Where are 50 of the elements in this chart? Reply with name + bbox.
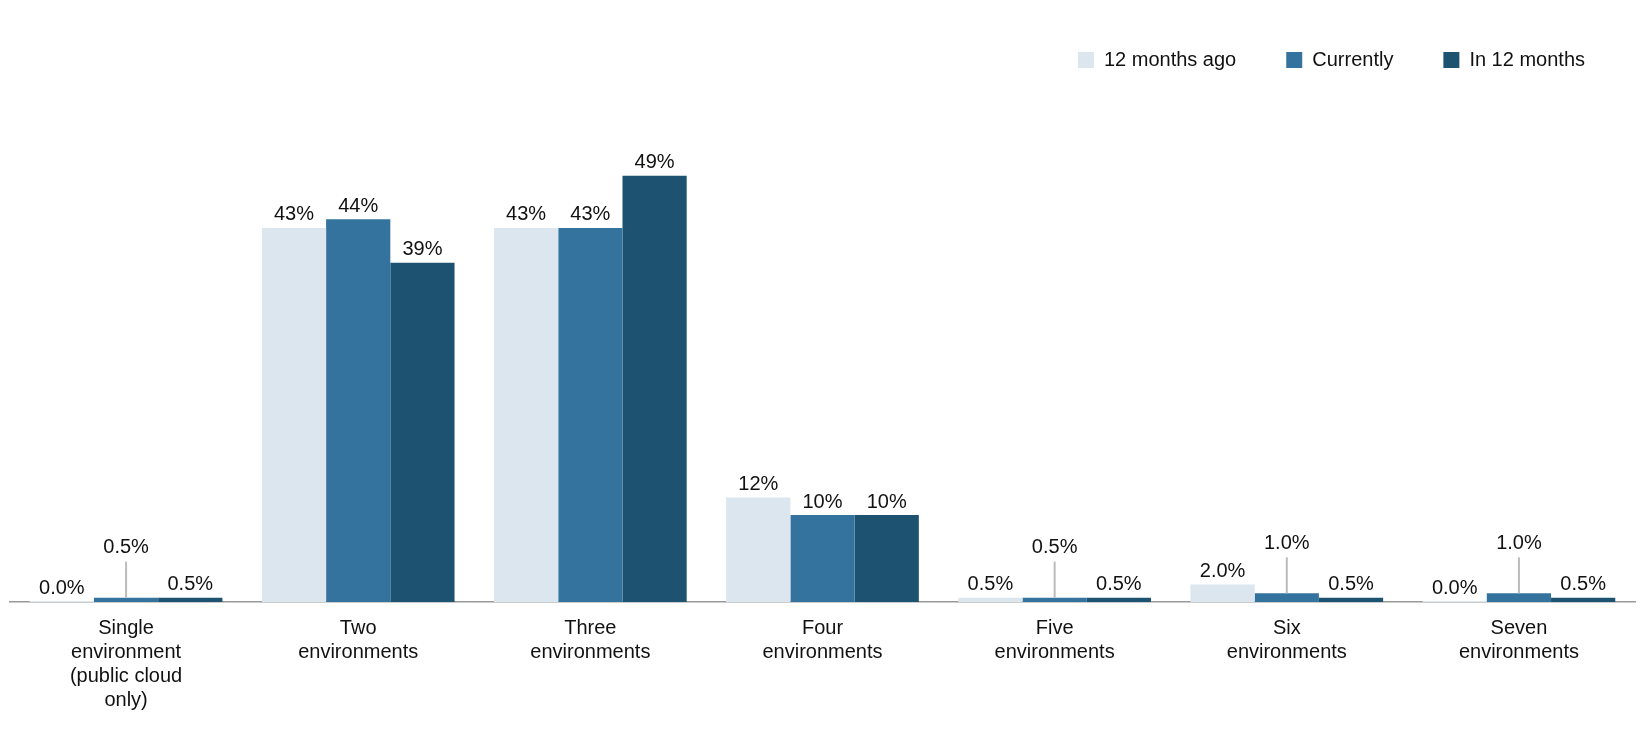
bar — [1551, 597, 1616, 602]
bar — [1190, 584, 1255, 602]
data-label: 43% — [273, 202, 315, 225]
bar — [1318, 597, 1384, 602]
data-label: 43% — [570, 202, 611, 225]
data-label: 0.5% — [967, 572, 1014, 595]
data-label: 43% — [506, 202, 547, 225]
x-tick-label: Six environments — [1226, 615, 1347, 662]
bar — [1086, 597, 1151, 602]
x-tick-label: Seven environments — [1458, 615, 1579, 662]
legend-label: 12 months ago — [1103, 47, 1237, 70]
bar — [726, 497, 791, 602]
bar — [558, 227, 623, 602]
data-label: 1.0% — [1263, 530, 1310, 553]
legend-label: Currently — [1312, 47, 1394, 70]
bar — [261, 227, 327, 602]
data-label: 0.5% — [1560, 572, 1607, 595]
data-label: 0.5% — [103, 535, 150, 558]
bar — [494, 227, 559, 602]
bar — [1022, 597, 1087, 602]
data-label: 0.5% — [167, 572, 214, 595]
bar — [854, 515, 919, 602]
x-tick-label: Five environments — [994, 615, 1115, 662]
bar — [1254, 593, 1319, 602]
bar — [390, 262, 455, 602]
data-label: 0.5% — [1031, 535, 1078, 558]
bar — [326, 219, 391, 602]
data-label: 49% — [634, 150, 675, 173]
bar — [1486, 593, 1552, 602]
data-label: 0.5% — [1328, 572, 1375, 595]
bar — [790, 515, 855, 602]
x-tick-label: Four environments — [762, 615, 883, 662]
data-label: 10% — [866, 489, 907, 512]
data-label: 0.0% — [39, 575, 85, 598]
data-label: 10% — [802, 489, 843, 512]
x-tick-label: Two environments — [298, 615, 419, 662]
bar — [622, 175, 687, 602]
bar — [158, 597, 223, 602]
legend-label: In 12 months — [1469, 47, 1585, 70]
data-label: 44% — [338, 193, 379, 216]
bar — [93, 597, 159, 602]
data-label: 0.0% — [1431, 575, 1478, 598]
data-label: 1.0% — [1496, 530, 1542, 553]
data-label: 0.5% — [1096, 572, 1142, 595]
x-tick-label: Three environments — [530, 615, 651, 662]
data-label: 12% — [738, 472, 779, 495]
bar — [958, 597, 1023, 602]
data-label: 39% — [402, 237, 443, 260]
data-label: 2.0% — [1199, 559, 1246, 582]
x-tick-label: Single environment (public cloud only) — [69, 615, 183, 710]
